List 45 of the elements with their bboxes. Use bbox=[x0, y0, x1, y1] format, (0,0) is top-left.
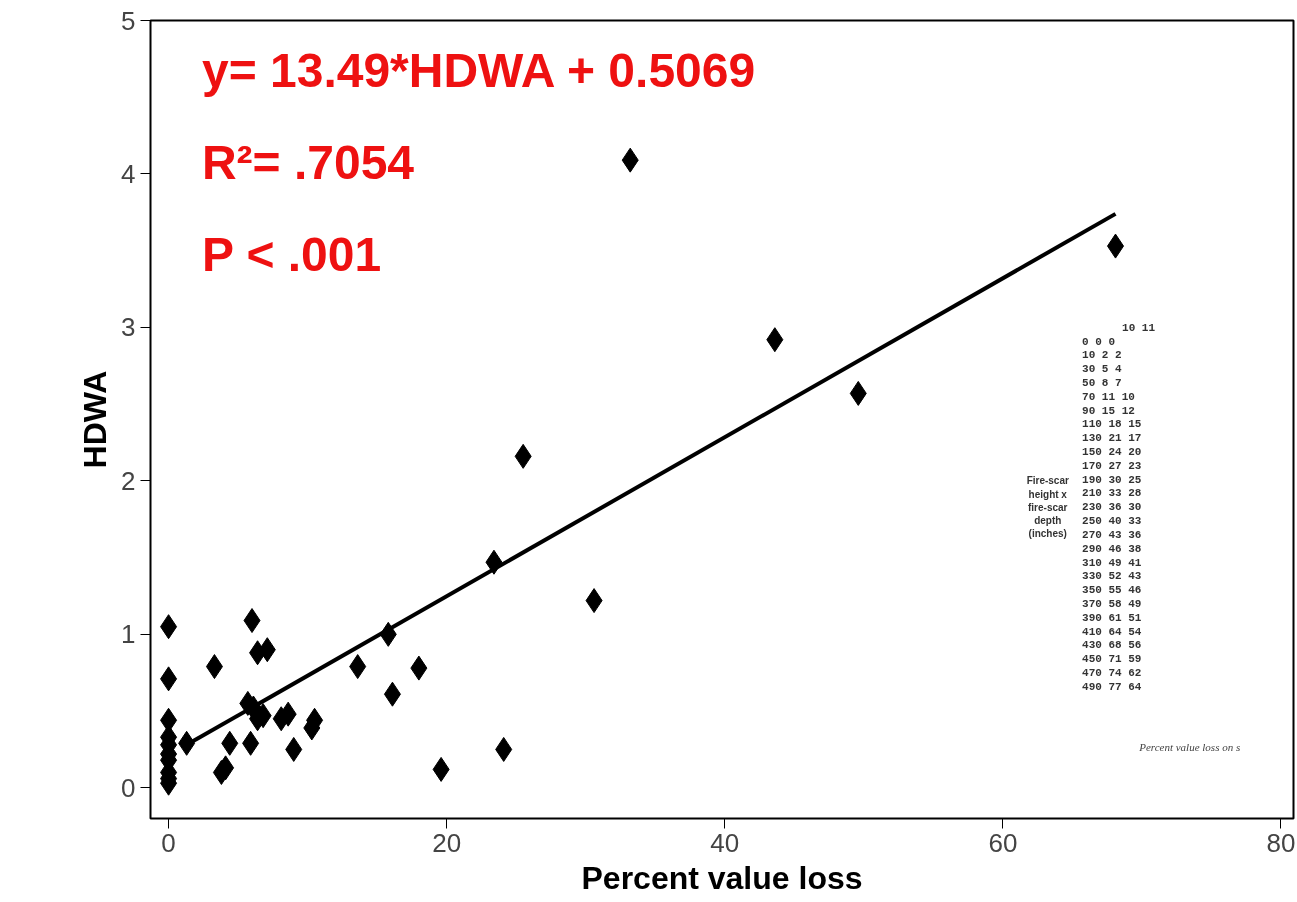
annotation: 50 8 7 bbox=[1082, 376, 1122, 389]
annotation: 10 2 2 bbox=[1082, 349, 1122, 362]
annotation: 310 49 41 bbox=[1082, 556, 1142, 569]
x-tick-label: 80 bbox=[1266, 827, 1296, 858]
annotation: 130 21 17 bbox=[1082, 432, 1142, 445]
annotation: 190 30 25 bbox=[1082, 473, 1142, 486]
annotation: 150 24 20 bbox=[1082, 446, 1142, 459]
y-tick-label: 4 bbox=[121, 158, 136, 189]
annotation: 370 58 49 bbox=[1082, 597, 1142, 610]
x-tick-label: 60 bbox=[988, 827, 1018, 858]
annotation: 90 15 12 bbox=[1082, 404, 1135, 417]
annotation: 210 33 28 bbox=[1082, 487, 1142, 500]
annotation: 410 64 54 bbox=[1082, 625, 1142, 638]
annotation: R²= .7054 bbox=[201, 136, 415, 190]
y-axis-title: HDWA bbox=[77, 370, 114, 469]
annotation: 390 61 51 bbox=[1082, 611, 1142, 624]
annotation: Fire-scar height x fire-scar depth (inches) bbox=[1026, 475, 1069, 540]
x-axis-title: Percent value loss bbox=[581, 859, 863, 896]
annotation: 450 71 59 bbox=[1082, 653, 1142, 666]
annotation: 330 52 43 bbox=[1082, 570, 1142, 583]
annotation: 250 40 33 bbox=[1082, 515, 1142, 528]
y-tick-label: 1 bbox=[121, 619, 136, 650]
annotation: y= 13.49*HDWA + 0.5069 bbox=[201, 44, 756, 98]
annotation: 350 55 46 bbox=[1082, 584, 1142, 597]
annotation: 70 11 10 bbox=[1082, 390, 1135, 403]
annotation: 10 11 bbox=[1122, 321, 1156, 334]
x-tick-label: 0 bbox=[161, 827, 176, 858]
annotation: 230 36 30 bbox=[1082, 501, 1142, 514]
annotation: 270 43 36 bbox=[1082, 528, 1142, 541]
annotation: 110 18 15 bbox=[1082, 418, 1142, 431]
y-tick-label: 3 bbox=[121, 312, 136, 343]
annotation: P < .001 bbox=[201, 227, 382, 281]
annotation: Percent value loss on s bbox=[1138, 740, 1241, 753]
y-tick-label: 2 bbox=[121, 465, 136, 496]
annotation: 290 46 38 bbox=[1082, 542, 1142, 555]
x-tick-label: 20 bbox=[432, 827, 462, 858]
annotation: 430 68 56 bbox=[1082, 639, 1142, 652]
annotation: 0 0 0 bbox=[1082, 335, 1116, 348]
y-tick-label: 0 bbox=[121, 772, 136, 803]
annotation: 490 77 64 bbox=[1082, 680, 1142, 693]
annotation: 470 74 62 bbox=[1082, 667, 1142, 680]
x-tick-label: 40 bbox=[710, 827, 740, 858]
annotation: 30 5 4 bbox=[1082, 363, 1123, 376]
y-tick-label: 5 bbox=[121, 5, 136, 36]
annotation: 170 27 23 bbox=[1082, 459, 1142, 472]
